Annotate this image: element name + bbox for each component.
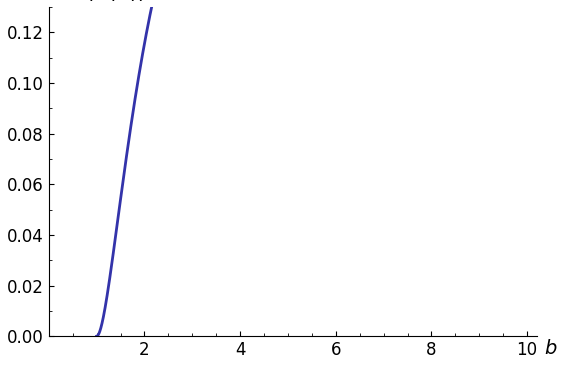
- Text: $b$: $b$: [544, 339, 557, 358]
- Text: HCI($A(b)$): HCI($A(b)$): [49, 0, 146, 3]
